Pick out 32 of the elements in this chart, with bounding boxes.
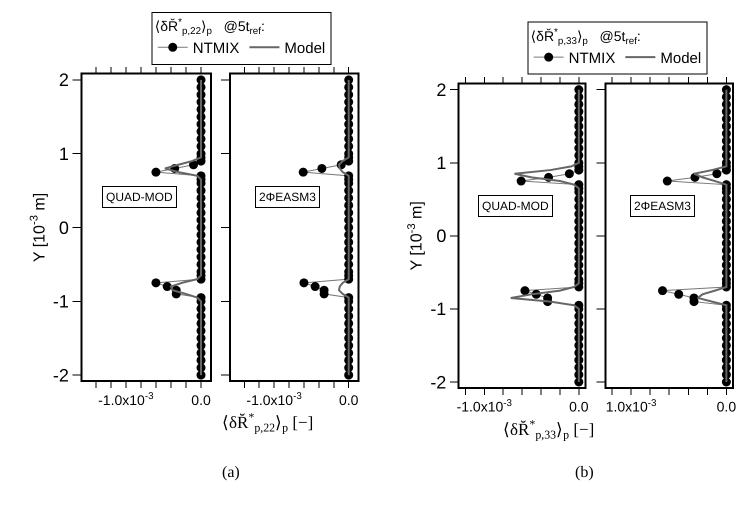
x-tick-label: 1.0x10$^{-3}$ — [606, 398, 657, 415]
annotation: QUAD-MOD — [106, 190, 173, 204]
y-tick-label: 2 — [436, 80, 446, 100]
legend-label: Model — [660, 50, 702, 67]
y-tick-label: -2 — [430, 372, 446, 392]
y-tick-label: -2 — [52, 365, 69, 386]
x-tick-label: -1.0x10$^{-3}$ — [246, 390, 302, 408]
annotation: 2ΦEASM3 — [259, 190, 316, 204]
y-tick-label: -1 — [430, 299, 446, 320]
legend-title: ⟨δR̆$^{*}$$_{p,33}$⟩$_{p}$ @5t$_{ref}$: — [530, 27, 641, 47]
legend-label: NTMIX — [568, 50, 616, 67]
y-tick-label: 2 — [58, 70, 69, 90]
x-axis-title: ⟨δR̆$^{*}$$_{p,22}$⟩$_{p}$ [−] — [222, 410, 314, 435]
x-tick-label: 0.0 — [716, 398, 736, 415]
legend-label: NTMIX — [192, 40, 240, 58]
x-tick-label: -1.0x10$^{-3}$ — [456, 398, 513, 415]
x-tick-label: 0.0 — [191, 392, 211, 408]
y-tick-label: 0 — [436, 226, 446, 246]
text: (a) — [222, 464, 240, 481]
y-tick-label: 1 — [58, 144, 69, 164]
legend-title: ⟨δR̆$^{*}$$_{p,22}$⟩$_{p}$ @5t$_{ref}$: — [154, 17, 265, 37]
y-tick-label: 1 — [436, 153, 446, 174]
y-tick-label: 0 — [58, 218, 69, 238]
y-tick-label: -1 — [52, 292, 69, 312]
legend-label: Model — [284, 40, 326, 58]
x-axis-title: ⟨δR̆$^{*}$$_{p,33}$⟩$_{p}$ [−] — [503, 417, 594, 442]
x-tick-label: 0.0 — [569, 398, 589, 415]
annotation: 2ΦEASM3 — [634, 199, 692, 213]
text: (b) — [575, 464, 594, 481]
x-tick-label: -1.0x10$^{-3}$ — [98, 390, 154, 408]
x-tick-label: 0.0 — [338, 392, 359, 408]
annotation: QUAD-MOD — [482, 199, 549, 213]
